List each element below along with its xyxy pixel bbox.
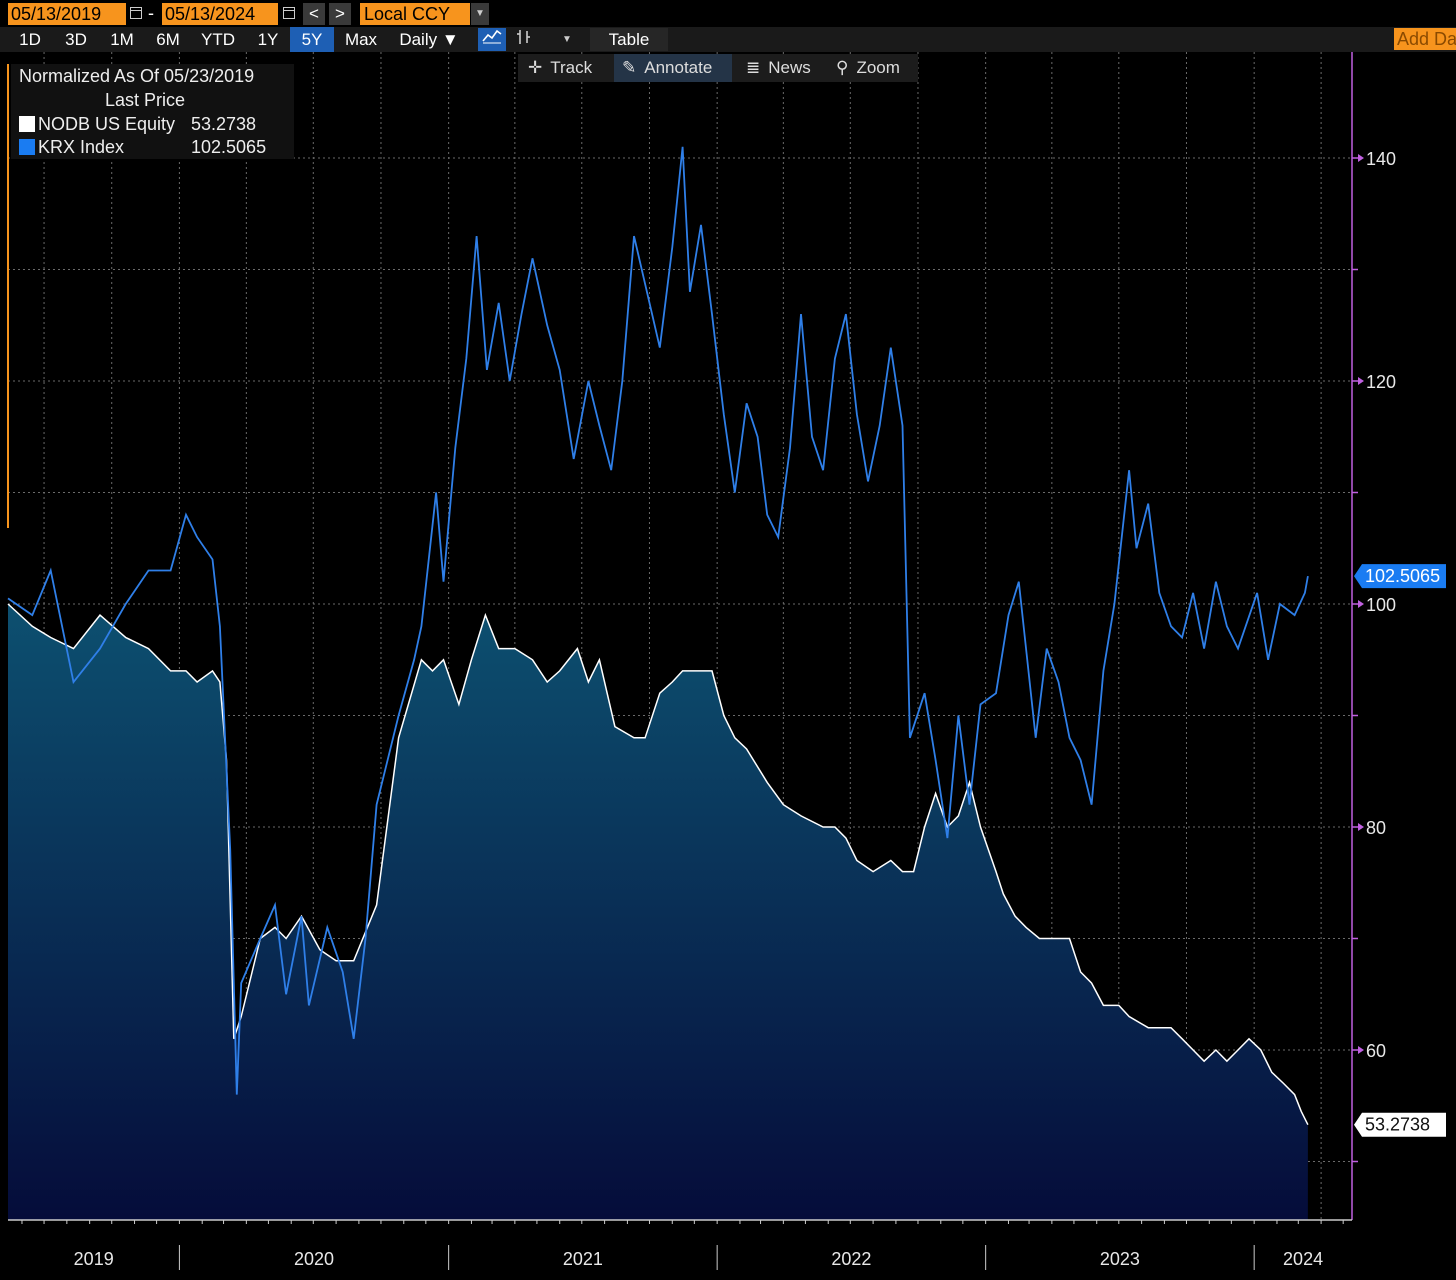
date-separator: - (148, 3, 154, 23)
y-tick-arrow (1358, 823, 1364, 831)
bar-chart-icon[interactable] (510, 28, 538, 51)
y-tick-label: 80 (1366, 818, 1386, 838)
news-tool[interactable]: ≣ News (746, 54, 811, 82)
legend-swatch (19, 139, 35, 155)
accent-divider (7, 64, 9, 528)
line-chart-icon[interactable] (478, 28, 506, 51)
legend-series-name: NODB US Equity (38, 114, 176, 134)
pencil-icon: ✎ (622, 58, 637, 77)
legend-series-value: 102.5065 (191, 137, 267, 157)
timeframe-1m[interactable]: 1M (110, 30, 134, 49)
y-tick-label: 140 (1366, 149, 1396, 169)
track-label: Track (550, 58, 593, 77)
x-tick-label: 2019 (74, 1249, 114, 1269)
chevron-down-icon[interactable]: ▼ (471, 3, 489, 25)
x-tick-label: 2022 (831, 1249, 871, 1269)
legend-item-nodb[interactable]: NODB US Equity 53.2738 (19, 114, 256, 135)
y-tick-arrow (1358, 1046, 1364, 1054)
legend-item-krx[interactable]: KRX Index 102.5065 (19, 137, 266, 158)
annotate-tool[interactable]: ✎ Annotate (614, 54, 732, 82)
start-date-field[interactable]: 05/13/2019 (8, 3, 126, 25)
table-button[interactable]: Table (590, 28, 668, 51)
magnifier-icon: ⚲ (836, 58, 849, 77)
x-tick-label: 2021 (563, 1249, 603, 1269)
legend-series-name: KRX Index (38, 137, 125, 157)
news-icon: ≣ (746, 58, 761, 77)
calendar-icon[interactable] (130, 7, 142, 19)
currency-select[interactable]: Local CCY (360, 3, 470, 25)
track-tool[interactable]: ✛ Track (528, 54, 592, 82)
chart-legend: Normalized As Of 05/23/2019 Last Price N… (11, 64, 294, 159)
legend-series-value: 53.2738 (191, 114, 257, 134)
timeframe-1y[interactable]: 1Y (257, 30, 279, 49)
top-date-bar: 05/13/2019 - 05/13/2024 < > Local CCY ▼ (0, 0, 1456, 27)
plot-tools-bar: ✛ Track ✎ Annotate ≣ News ⚲ Zoom (518, 54, 918, 82)
last-value-label: 102.5065 (1365, 566, 1440, 586)
last-value-marker (1354, 564, 1446, 589)
timeframe-ytd[interactable]: YTD (201, 30, 235, 49)
y-tick-label: 100 (1366, 595, 1396, 615)
y-tick-arrow (1358, 377, 1364, 385)
crosshair-icon: ✛ (528, 58, 543, 77)
legend-swatch (19, 116, 35, 132)
news-label: News (768, 58, 811, 77)
last-value-marker (1354, 1112, 1446, 1137)
krx-series-line[interactable] (7, 146, 1309, 1095)
last-value-label: 53.2738 (1365, 1115, 1430, 1135)
zoom-tool[interactable]: ⚲ Zoom (836, 54, 900, 82)
calendar-icon[interactable] (283, 7, 295, 19)
y-tick-label: 120 (1366, 372, 1396, 392)
annotate-label: Annotate (644, 58, 713, 77)
frequency-select[interactable]: Daily ▼ (399, 30, 459, 49)
zoom-label: Zoom (856, 58, 900, 77)
add-data-button[interactable]: Add Da (1394, 28, 1456, 50)
timeframe-5y[interactable]: 5Y (290, 27, 334, 52)
x-tick-label: 2024 (1283, 1249, 1323, 1269)
next-period-button[interactable]: > (329, 3, 351, 25)
nodb-area-fill (8, 604, 1308, 1220)
x-tick-label: 2023 (1100, 1249, 1140, 1269)
y-tick-label: 60 (1366, 1041, 1386, 1061)
normalized-label: Normalized As Of 05/23/2019 (19, 66, 255, 86)
timeframe-3d[interactable]: 3D (65, 30, 87, 49)
end-date-field[interactable]: 05/13/2024 (162, 3, 278, 25)
x-tick-label: 2020 (294, 1249, 334, 1269)
prev-period-button[interactable]: < (303, 3, 325, 25)
timeframe-1d[interactable]: 1D (19, 30, 41, 49)
timeframe-max[interactable]: Max (344, 30, 378, 49)
timeframe-toolbar: 1D 3D 1M 6M YTD 1Y 5Y Max Daily ▼ ▼ Tabl… (0, 27, 1456, 52)
nodb-series-line[interactable] (7, 603, 1309, 1126)
y-tick-arrow (1358, 154, 1364, 162)
chevron-down-icon[interactable]: ▼ (562, 34, 572, 45)
y-tick-arrow (1358, 600, 1364, 608)
price-label: Last Price (105, 90, 186, 110)
timeframe-6m[interactable]: 6M (156, 30, 180, 49)
